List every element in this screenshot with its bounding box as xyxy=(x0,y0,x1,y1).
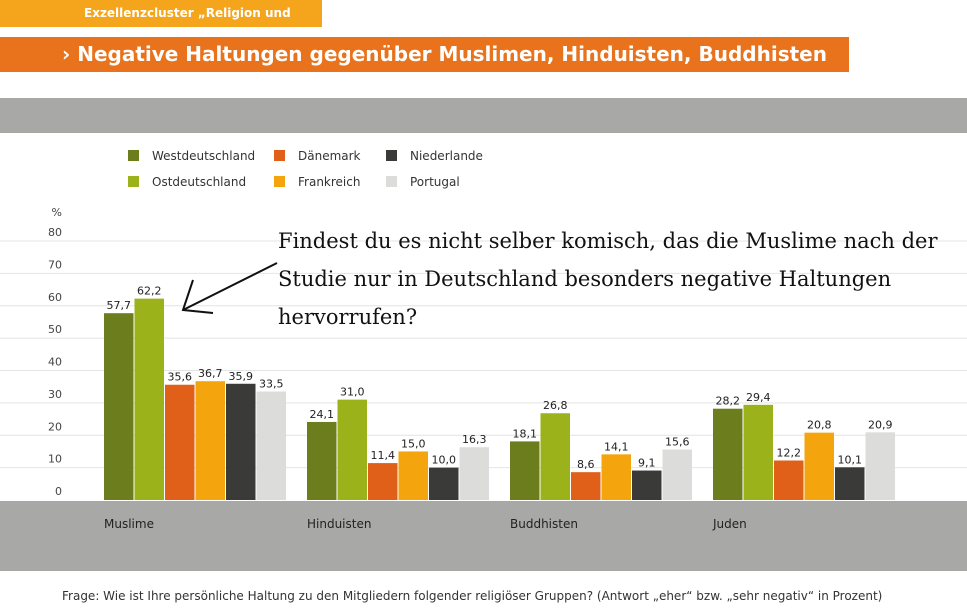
bar xyxy=(662,449,692,500)
legend-swatch xyxy=(128,150,139,161)
data-label: 33,5 xyxy=(259,378,284,391)
bar xyxy=(632,470,662,500)
data-label: 36,7 xyxy=(198,367,223,380)
category-label: Muslime xyxy=(104,517,154,531)
arrow-shaft xyxy=(182,262,278,311)
data-label: 20,8 xyxy=(807,419,832,432)
bar xyxy=(337,399,367,500)
bottom-band xyxy=(0,501,967,571)
data-label: 24,1 xyxy=(310,408,335,421)
cluster-label: Exzellenzcluster „Religion und Politik“ xyxy=(0,0,322,47)
page-title: › Negative Haltungen gegenüber Muslimen,… xyxy=(0,37,849,101)
data-label: 29,4 xyxy=(746,391,771,404)
y-tick-label: 20 xyxy=(48,420,62,433)
legend-swatch xyxy=(274,150,285,161)
y-tick-label: 40 xyxy=(48,356,62,369)
legend-label: Niederlande xyxy=(410,149,483,163)
legend-label: Dänemark xyxy=(298,149,361,163)
data-label: 15,6 xyxy=(665,435,690,448)
bar xyxy=(429,467,459,500)
bar xyxy=(195,381,225,500)
bar xyxy=(601,454,631,500)
y-tick-label: 50 xyxy=(48,323,62,336)
data-label: 28,2 xyxy=(716,395,741,408)
bar xyxy=(256,391,286,500)
bar xyxy=(226,383,256,500)
bar xyxy=(510,441,540,500)
legend-label: Ostdeutschland xyxy=(152,175,247,189)
data-label: 15,0 xyxy=(401,437,426,450)
y-tick-label: 80 xyxy=(48,226,62,239)
data-label: 62,2 xyxy=(137,285,162,298)
bar xyxy=(571,472,601,500)
y-tick-label: 0 xyxy=(55,485,62,498)
y-tick-label: 60 xyxy=(48,291,62,304)
bar xyxy=(459,447,489,500)
legend-swatch xyxy=(128,176,139,187)
y-tick-label: 30 xyxy=(48,388,62,401)
data-label: 14,1 xyxy=(604,440,629,453)
bar xyxy=(713,408,743,500)
bar xyxy=(104,313,134,500)
category-label: Juden xyxy=(712,517,747,531)
bar xyxy=(165,384,195,500)
y-axis-label: % xyxy=(52,206,62,219)
data-label: 10,1 xyxy=(838,453,863,466)
bar xyxy=(743,404,773,500)
arrow-head xyxy=(181,279,214,314)
legend-swatch xyxy=(386,150,397,161)
legend-label: Frankreich xyxy=(298,175,361,189)
data-label: 18,1 xyxy=(513,427,538,440)
bar xyxy=(865,432,895,500)
data-label: 9,1 xyxy=(638,457,656,470)
bar xyxy=(804,432,834,500)
legend-swatch xyxy=(274,176,285,187)
bar xyxy=(774,460,804,500)
data-label: 12,2 xyxy=(777,447,802,460)
category-label: Hinduisten xyxy=(307,517,371,531)
bar xyxy=(368,463,398,500)
bar xyxy=(398,451,428,500)
data-label: 16,3 xyxy=(462,433,487,446)
bar xyxy=(835,467,865,500)
data-label: 31,0 xyxy=(340,386,365,399)
annotation-text: Findest du es nicht selber komisch, das … xyxy=(278,229,938,329)
bar xyxy=(307,421,337,500)
data-label: 26,8 xyxy=(543,399,568,412)
legend-swatch xyxy=(386,176,397,187)
data-label: 35,6 xyxy=(168,371,193,384)
legend-label: Westdeutschland xyxy=(152,149,256,163)
top-band xyxy=(0,98,967,133)
data-label: 20,9 xyxy=(868,418,893,431)
data-label: 10,0 xyxy=(432,454,457,467)
survey-question: Frage: Wie ist Ihre persönliche Haltung … xyxy=(62,589,883,603)
legend-label: Portugal xyxy=(410,175,460,189)
data-label: 35,9 xyxy=(229,370,254,383)
data-label: 57,7 xyxy=(107,299,132,312)
bar xyxy=(540,413,570,500)
y-tick-label: 70 xyxy=(48,258,62,271)
data-label: 11,4 xyxy=(371,449,396,462)
category-label: Buddhisten xyxy=(510,517,578,531)
y-tick-label: 10 xyxy=(48,453,62,466)
data-label: 8,6 xyxy=(577,458,595,471)
bar xyxy=(134,298,164,500)
